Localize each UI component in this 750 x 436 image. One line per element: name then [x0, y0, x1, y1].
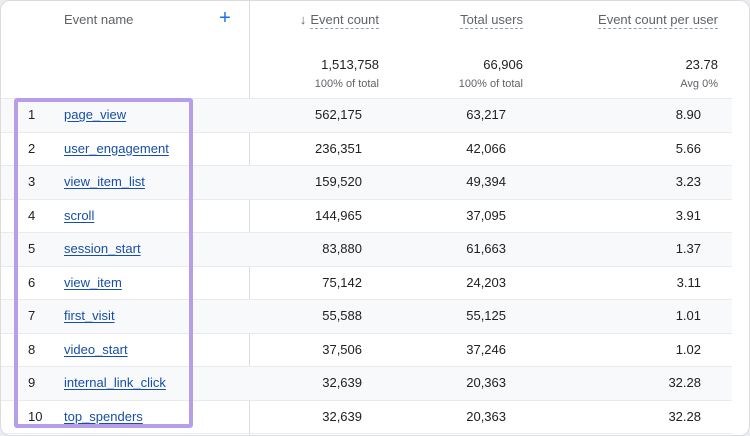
- table-row: 7 first_visit 55,588 55,125 1.01: [1, 300, 732, 334]
- column-divider: [249, 1, 250, 435]
- per-user-cell: 3.23: [675, 174, 701, 189]
- event-name-link[interactable]: scroll: [64, 207, 95, 223]
- table-body: 1 page_view 562,175 63,217 8.90 2 user_e…: [1, 98, 732, 434]
- header-event-name[interactable]: Event name: [64, 12, 133, 27]
- row-index: 4: [28, 207, 36, 223]
- header-event-name-label: Event name: [64, 12, 134, 27]
- header-event-count-per-user[interactable]: Event count per user: [598, 12, 718, 29]
- header-event-count-label: Event count: [310, 12, 379, 29]
- row-index: 7: [28, 308, 36, 323]
- totals-event-count-sub: 100% of total: [314, 78, 379, 90]
- total-users-cell: 61,663: [466, 241, 506, 256]
- table-row: 9 internal_link_click 32,639 20,363 32.2…: [1, 367, 732, 401]
- event-count-cell: 37,506: [322, 341, 362, 357]
- header-total-users-label: Total users: [460, 12, 523, 29]
- total-users-cell: 24,203: [466, 274, 506, 290]
- total-users-cell: 42,066: [466, 140, 506, 156]
- header-event-count-per-user-label: Event count per user: [598, 12, 718, 29]
- header-total-users[interactable]: Total users: [460, 12, 523, 29]
- table-row: 8 video_start 37,506 37,246 1.02: [1, 334, 732, 367]
- event-count-cell: 32,639: [322, 375, 362, 390]
- totals-total-users-value: 66,906: [483, 57, 523, 72]
- totals-per-user-value: 23.78: [685, 57, 718, 72]
- event-count-cell: 144,965: [315, 207, 362, 223]
- event-name-link[interactable]: first_visit: [64, 308, 115, 323]
- table-row: 4 scroll 144,965 37,095 3.91: [1, 200, 732, 233]
- total-users-cell: 37,246: [466, 341, 506, 357]
- event-name-link[interactable]: video_start: [64, 341, 128, 357]
- event-name-link[interactable]: page_view: [64, 107, 127, 122]
- totals-total-users-sub: 100% of total: [458, 78, 523, 90]
- event-count-cell: 75,142: [322, 274, 362, 290]
- row-index: 6: [28, 274, 36, 290]
- total-users-cell: 20,363: [466, 375, 506, 390]
- total-users-cell: 55,125: [466, 308, 506, 323]
- per-user-cell: 1.37: [675, 241, 701, 256]
- header-event-count[interactable]: ↓ Event count: [299, 12, 379, 29]
- event-count-cell: 55,588: [322, 308, 362, 323]
- event-name-link[interactable]: internal_link_click: [64, 375, 166, 390]
- totals-event-count: 1,513,758 100% of total: [315, 57, 379, 90]
- event-count-cell: 562,175: [315, 107, 362, 122]
- vertical-scrollbar[interactable]: [734, 98, 748, 423]
- per-user-cell: 1.01: [675, 308, 701, 323]
- row-index: 2: [28, 140, 36, 156]
- row-index: 9: [28, 375, 36, 390]
- event-count-cell: 83,880: [322, 241, 362, 256]
- table-row: 10 top_spenders 32,639 20,363 32.28: [1, 401, 732, 434]
- per-user-cell: 8.90: [675, 107, 701, 122]
- total-users-cell: 63,217: [466, 107, 506, 122]
- sort-descending-icon: ↓: [299, 12, 307, 27]
- total-users-cell: 37,095: [466, 207, 506, 223]
- row-index: 10: [28, 408, 43, 424]
- totals-event-count-per-user: 23.78 Avg 0%: [680, 57, 718, 90]
- table-row: 1 page_view 562,175 63,217 8.90: [1, 99, 732, 133]
- per-user-cell: 32.28: [668, 408, 701, 424]
- event-name-link[interactable]: view_item_list: [64, 174, 145, 189]
- total-users-cell: 49,394: [466, 174, 506, 189]
- totals-total-users: 66,906 100% of total: [459, 57, 523, 90]
- per-user-cell: 1.02: [675, 341, 701, 357]
- table-row: 5 session_start 83,880 61,663 1.37: [1, 233, 732, 267]
- event-name-link[interactable]: view_item: [64, 274, 122, 290]
- table-row: 3 view_item_list 159,520 49,394 3.23: [1, 166, 732, 200]
- row-index: 1: [28, 107, 36, 122]
- totals-per-user-sub: Avg 0%: [680, 78, 718, 90]
- totals-event-count-value: 1,513,758: [321, 57, 379, 72]
- per-user-cell: 32.28: [668, 375, 701, 390]
- per-user-cell: 5.66: [675, 140, 701, 156]
- table-row: 6 view_item 75,142 24,203 3.11: [1, 267, 732, 300]
- total-users-cell: 20,363: [466, 408, 506, 424]
- table-row: 2 user_engagement 236,351 42,066 5.66: [1, 133, 732, 166]
- add-dimension-icon[interactable]: +: [219, 7, 231, 29]
- event-count-cell: 32,639: [322, 408, 362, 424]
- event-count-cell: 236,351: [315, 140, 362, 156]
- row-index: 3: [28, 174, 36, 189]
- event-name-link[interactable]: session_start: [64, 241, 141, 256]
- per-user-cell: 3.91: [675, 207, 701, 223]
- event-count-cell: 159,520: [315, 174, 362, 189]
- event-name-link[interactable]: user_engagement: [64, 140, 169, 156]
- row-index: 8: [28, 341, 36, 357]
- row-index: 5: [28, 241, 36, 256]
- event-name-link[interactable]: top_spenders: [64, 408, 143, 424]
- per-user-cell: 3.11: [676, 274, 701, 290]
